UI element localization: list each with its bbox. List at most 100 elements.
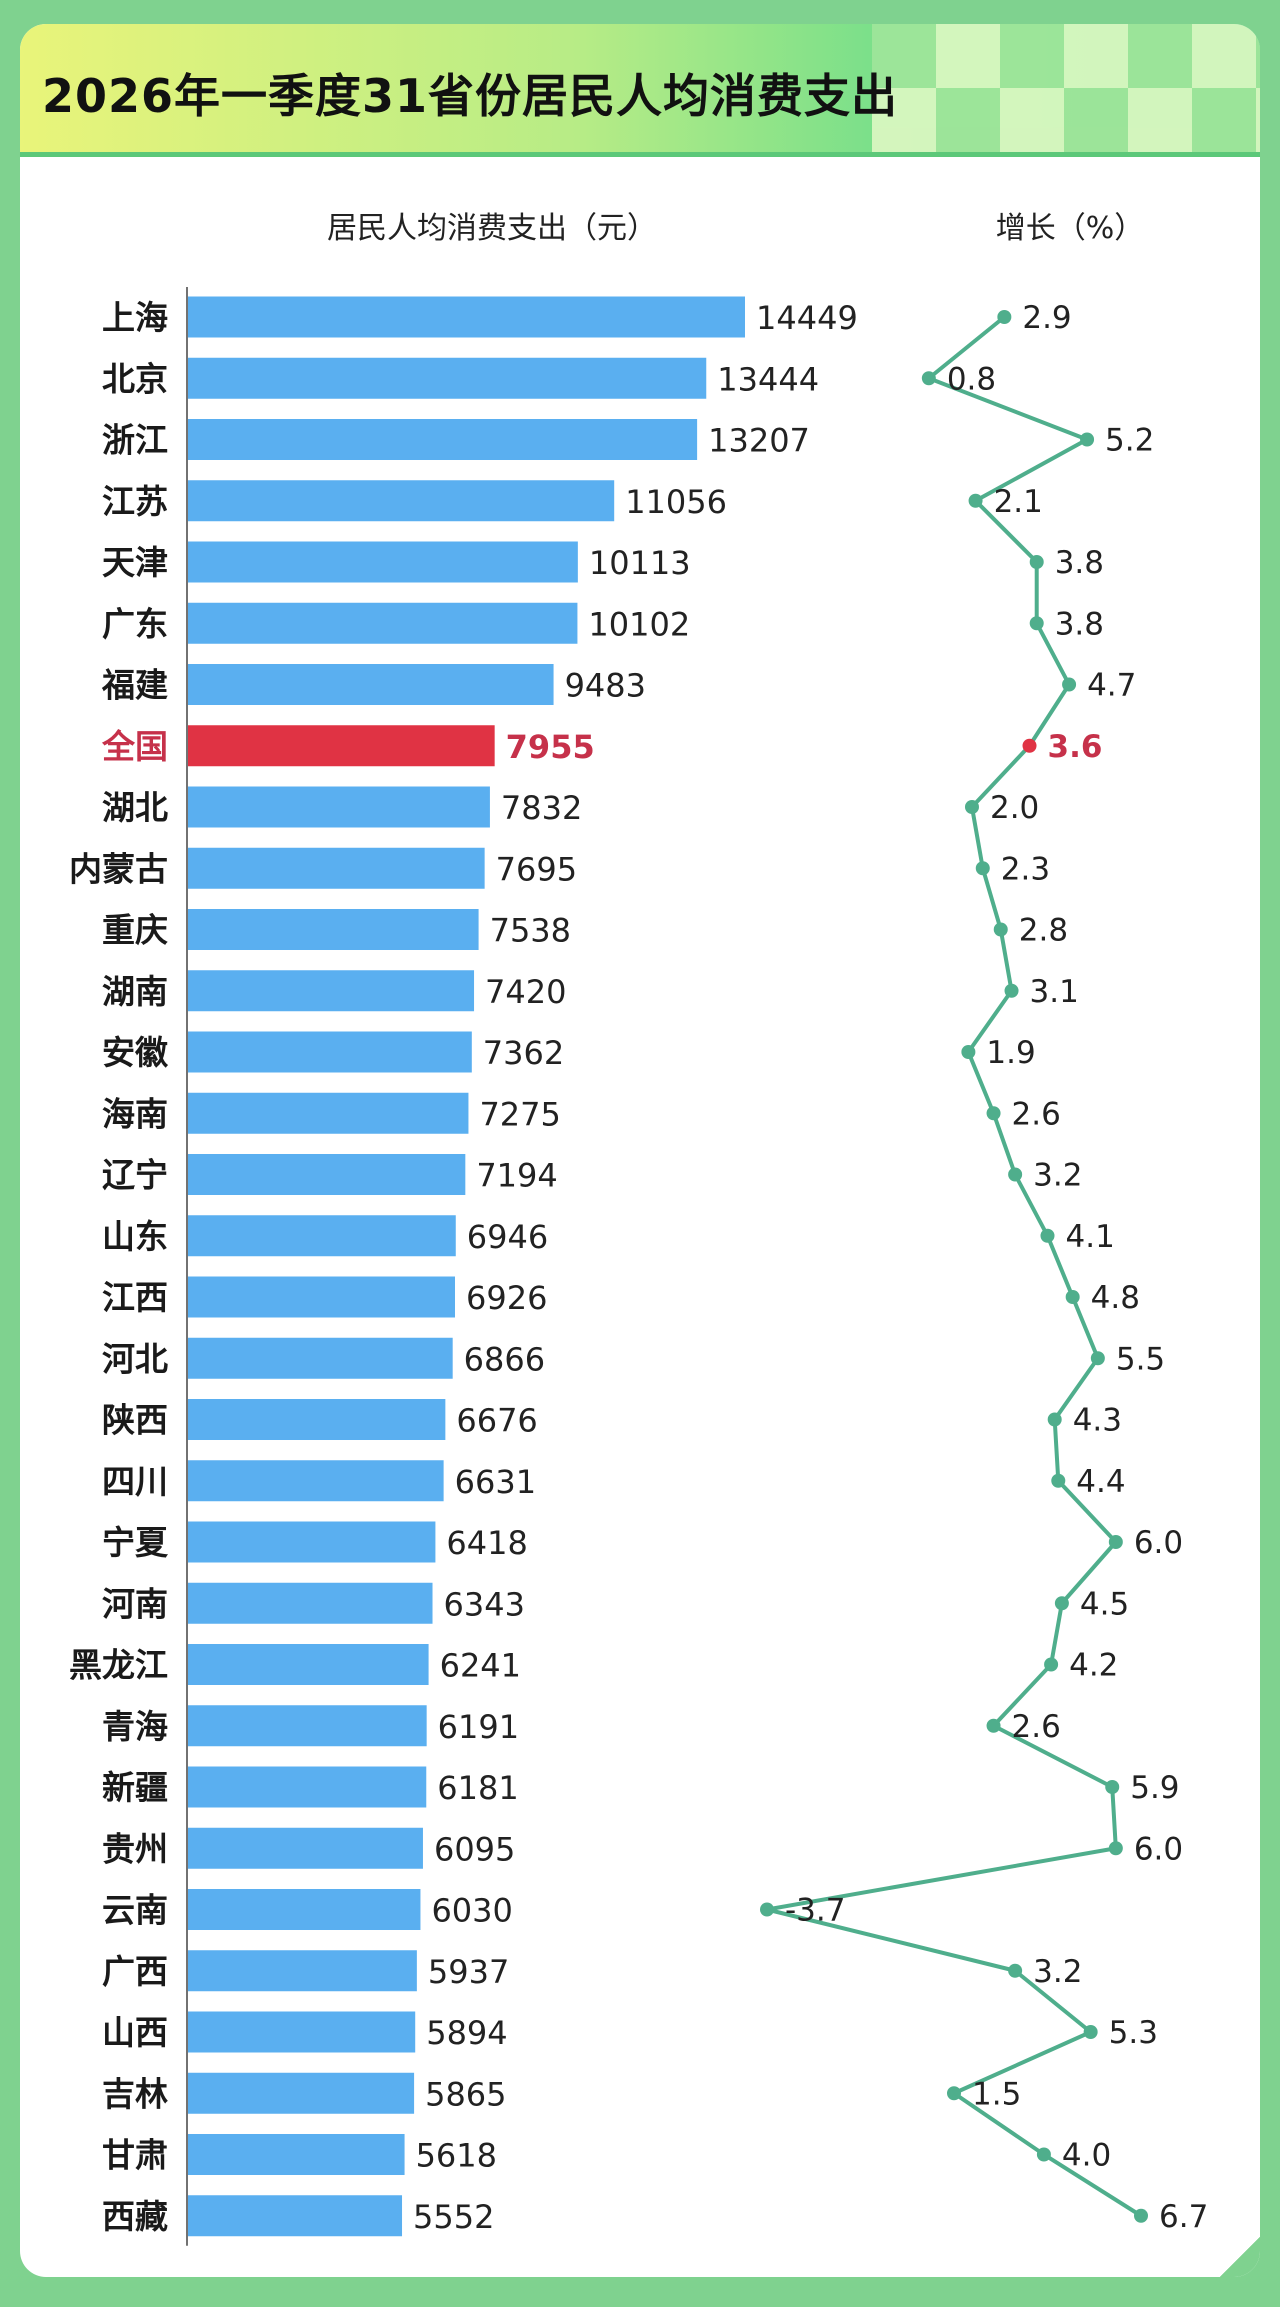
category-label: 黑龙江 xyxy=(69,1646,168,1685)
bar xyxy=(188,909,479,950)
growth-point xyxy=(947,2086,961,2101)
bar-value-label: 6926 xyxy=(466,1279,547,1317)
growth-value-label: -3.7 xyxy=(785,1893,846,1929)
growth-point xyxy=(1080,432,1095,447)
category-label: 北京 xyxy=(102,359,168,398)
growth-point xyxy=(1008,1963,1023,1978)
growth-point xyxy=(1062,677,1077,692)
category-label: 浙江 xyxy=(102,421,168,460)
bar xyxy=(188,1582,433,1624)
growth-value-label: 4.3 xyxy=(1073,1403,1122,1439)
bar-value-label: 5937 xyxy=(428,1953,509,1991)
growth-point xyxy=(1004,983,1019,998)
bar xyxy=(188,1644,429,1685)
bar xyxy=(188,1092,469,1134)
bar xyxy=(188,664,554,705)
growth-value-label: 6.0 xyxy=(1134,1831,1183,1867)
category-label: 西藏 xyxy=(102,2197,168,2236)
checker-pattern xyxy=(872,24,1260,152)
bar xyxy=(188,1827,423,1869)
bar xyxy=(188,786,490,828)
bar xyxy=(188,480,615,522)
category-label: 甘肃 xyxy=(102,2136,168,2175)
bar-value-label: 11056 xyxy=(625,483,727,521)
bar xyxy=(188,970,475,1012)
category-label: 海南 xyxy=(102,1094,168,1133)
category-label: 新疆 xyxy=(102,1768,168,1807)
category-label: 辽宁 xyxy=(102,1156,168,1195)
category-label: 安徽 xyxy=(102,1033,169,1072)
category-label: 福建 xyxy=(101,666,168,705)
bar-value-label: 10102 xyxy=(588,605,690,643)
bar-value-label: 6946 xyxy=(467,1218,548,1256)
bar xyxy=(188,847,485,889)
category-label: 山西 xyxy=(102,2013,168,2052)
bar-value-label: 6191 xyxy=(438,1708,519,1746)
growth-point xyxy=(1065,1290,1080,1304)
growth-value-label: 0.8 xyxy=(947,361,996,397)
category-label: 湖南 xyxy=(102,972,168,1011)
growth-point xyxy=(1047,1412,1062,1427)
growth-value-label: 4.0 xyxy=(1062,2138,1111,2174)
bar xyxy=(188,1705,427,1747)
bar xyxy=(188,1399,446,1440)
bar-value-label: 6418 xyxy=(446,1524,527,1562)
bar xyxy=(188,2072,415,2114)
growth-point xyxy=(1036,2147,1051,2162)
growth-value-label: 3.2 xyxy=(1033,1954,1082,1990)
growth-point xyxy=(964,800,979,814)
category-label: 广东 xyxy=(102,604,168,643)
growth-point xyxy=(993,922,1008,937)
bar-value-label: 7194 xyxy=(476,1157,557,1195)
growth-chart-title: 增长（%） xyxy=(996,211,1145,246)
growth-point xyxy=(975,861,990,876)
bar xyxy=(188,725,495,767)
bar-value-label: 14449 xyxy=(756,299,858,337)
bar xyxy=(188,419,698,460)
bar-value-label: 6676 xyxy=(456,1402,537,1440)
growth-point xyxy=(1083,2025,1098,2039)
category-label: 陕西 xyxy=(102,1401,168,1440)
category-label: 广西 xyxy=(102,1952,168,1991)
growth-point xyxy=(1029,616,1044,631)
growth-value-label: 5.5 xyxy=(1116,1341,1165,1377)
growth-point xyxy=(986,1718,1001,1733)
category-label: 青海 xyxy=(102,1707,168,1746)
bar xyxy=(188,1154,466,1195)
growth-value-label: 6.0 xyxy=(1134,1525,1183,1561)
growth-value-label: 2.6 xyxy=(1012,1709,1061,1745)
growth-value-label: 2.0 xyxy=(990,790,1039,826)
growth-point xyxy=(986,1106,1001,1121)
bar-value-label: 7695 xyxy=(496,850,577,888)
growth-value-label: 2.1 xyxy=(994,484,1043,520)
growth-point xyxy=(1029,555,1044,569)
category-label: 河南 xyxy=(102,1584,168,1623)
bar-chart-title: 居民人均消费支出（元） xyxy=(327,211,657,246)
growth-point xyxy=(1044,1657,1059,1672)
category-label: 天津 xyxy=(102,543,168,582)
bar-value-label: 9483 xyxy=(565,667,646,705)
growth-point xyxy=(1134,2208,1148,2223)
bar xyxy=(188,2134,405,2175)
growth-line xyxy=(765,315,1143,2218)
bar-value-label: 6181 xyxy=(437,1769,518,1807)
growth-value-label: 3.1 xyxy=(1030,974,1079,1010)
page-curl-corner xyxy=(1220,2237,1260,2277)
growth-point xyxy=(997,310,1012,324)
growth-value-label: 4.4 xyxy=(1076,1464,1125,1500)
growth-value-label: 4.7 xyxy=(1087,668,1136,704)
growth-value-label: 3.8 xyxy=(1055,606,1104,642)
category-label: 内蒙古 xyxy=(69,849,168,888)
growth-value-label: 3.6 xyxy=(1048,729,1103,765)
bar xyxy=(188,2195,403,2237)
category-label: 湖北 xyxy=(102,788,168,827)
growth-point xyxy=(1040,1228,1055,1243)
category-label: 四川 xyxy=(102,1462,168,1501)
bar-value-label: 5552 xyxy=(413,2198,494,2236)
bar-value-label: 13444 xyxy=(717,360,819,398)
growth-point xyxy=(1090,1351,1105,1366)
growth-value-label: 2.6 xyxy=(1012,1096,1061,1132)
title-banner: 2026年一季度31省份居民人均消费支出 xyxy=(20,24,1260,152)
bar-value-label: 5618 xyxy=(416,2137,497,2175)
category-label: 全国 xyxy=(101,727,168,766)
